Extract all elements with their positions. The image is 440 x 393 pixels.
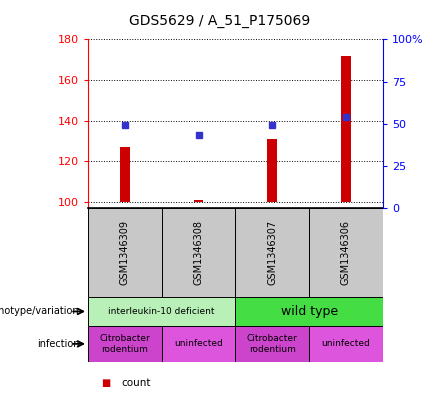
Bar xyxy=(88,326,162,362)
Text: Citrobacter
rodentium: Citrobacter rodentium xyxy=(99,334,150,354)
Bar xyxy=(235,208,309,297)
Text: GDS5629 / A_51_P175069: GDS5629 / A_51_P175069 xyxy=(129,14,311,28)
Bar xyxy=(235,326,309,362)
Bar xyxy=(162,208,235,297)
Bar xyxy=(341,55,351,202)
Bar xyxy=(235,297,383,326)
Text: GSM1346308: GSM1346308 xyxy=(194,220,204,285)
Bar xyxy=(120,147,130,202)
Text: interleukin-10 deficient: interleukin-10 deficient xyxy=(108,307,215,316)
Bar xyxy=(88,297,235,326)
Text: Citrobacter
rodentium: Citrobacter rodentium xyxy=(247,334,297,354)
Text: uninfected: uninfected xyxy=(322,340,370,348)
Bar xyxy=(309,208,383,297)
Bar xyxy=(194,200,203,202)
Text: uninfected: uninfected xyxy=(174,340,223,348)
Bar xyxy=(88,208,162,297)
Bar xyxy=(162,326,235,362)
Text: count: count xyxy=(121,378,150,388)
Text: wild type: wild type xyxy=(281,305,337,318)
Bar xyxy=(309,326,383,362)
Text: GSM1346307: GSM1346307 xyxy=(267,220,277,285)
Bar xyxy=(268,139,277,202)
Text: infection: infection xyxy=(37,339,79,349)
Text: ■: ■ xyxy=(101,378,110,388)
Text: GSM1346306: GSM1346306 xyxy=(341,220,351,285)
Text: genotype/variation: genotype/variation xyxy=(0,307,79,316)
Text: GSM1346309: GSM1346309 xyxy=(120,220,130,285)
